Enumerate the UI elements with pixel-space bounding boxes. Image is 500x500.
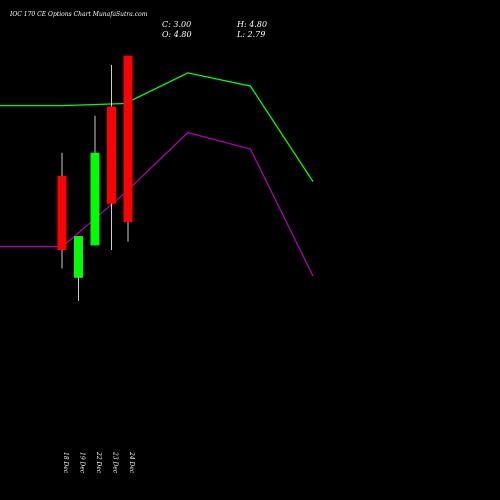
date-label: 18 Dec <box>62 452 69 474</box>
low-value: L: 2.79 <box>236 30 265 39</box>
date-label: 22 Dec <box>95 451 102 474</box>
open-value: O: 4.80 <box>162 30 192 39</box>
date-label: 23 Dec <box>112 451 119 474</box>
indicator-line <box>0 131 314 277</box>
indicator-lines <box>0 72 314 277</box>
candle-body <box>90 152 100 246</box>
candle-body <box>74 236 83 278</box>
date-label: 19 Dec <box>79 452 86 474</box>
chart-title: IOC 170 CE Options Chart MunafaSutra.com <box>9 11 148 18</box>
candle-body <box>123 55 133 223</box>
candle-body <box>57 175 67 250</box>
date-axis: 18 Dec 19 Dec 22 Dec 23 Dec 24 Dec <box>62 451 135 474</box>
indicator-line <box>0 72 314 182</box>
high-value: H: 4.80 <box>236 20 267 29</box>
candles <box>57 55 133 301</box>
close-value: C: 3.00 <box>162 20 191 29</box>
candle-body <box>107 106 116 204</box>
date-label: 24 Dec <box>128 451 135 474</box>
